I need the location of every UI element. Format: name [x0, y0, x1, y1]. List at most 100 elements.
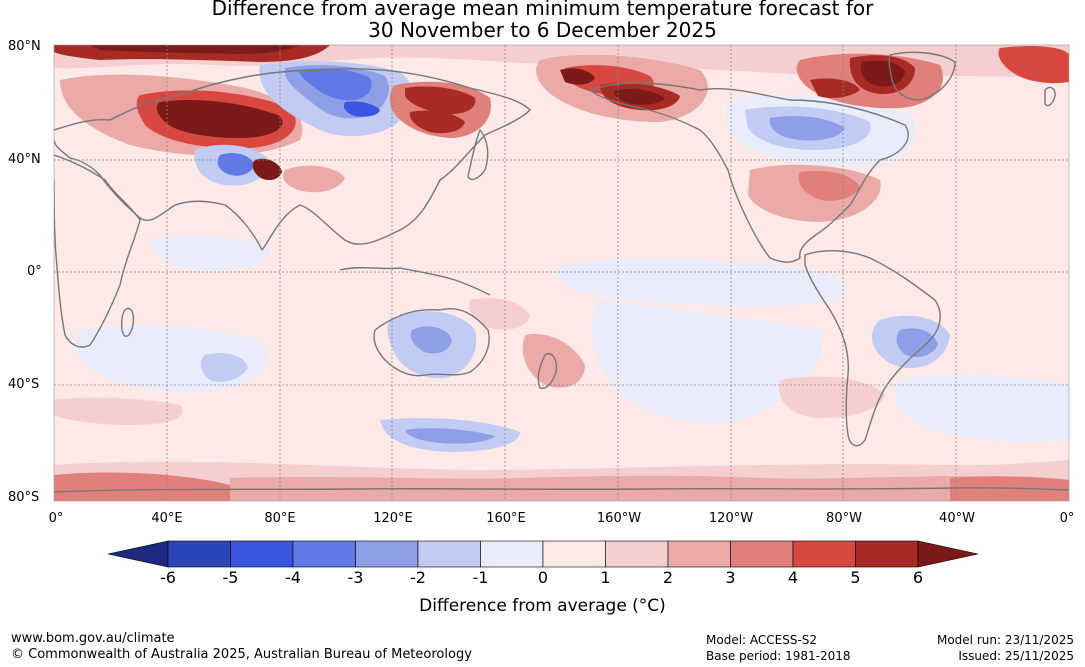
colorbar-label: Difference from average (°C): [419, 596, 666, 616]
anomaly-region: [591, 300, 822, 423]
coastline-japan: [467, 129, 489, 181]
anomaly-region: [54, 472, 230, 501]
anomaly-region: [798, 170, 860, 201]
lon-label: 80°E: [264, 511, 296, 526]
footer-base-period: Base period: 1981-2018: [706, 649, 851, 663]
anomaly-region: [217, 153, 255, 176]
footer-model-info: Model: ACCESS-S2 Base period: 1981-2018: [706, 632, 851, 664]
coastline-africa: [54, 154, 141, 348]
anomaly-region: [200, 353, 248, 382]
colorbar-tick-label: 6: [912, 568, 924, 587]
anomaly-region: [560, 68, 595, 85]
colorbar-swatch: [667, 540, 731, 568]
coastline-south-america: [804, 250, 941, 447]
colorbar-tick-label: -1: [472, 568, 489, 587]
lat-label: 80°S: [8, 490, 40, 505]
colorbar-tick-label: -5: [222, 568, 239, 587]
lon-label: 80°W: [826, 511, 862, 526]
anomaly-region: [405, 428, 495, 444]
anomaly-region: [90, 45, 300, 54]
anomaly-region: [299, 68, 372, 101]
anomaly-region: [252, 158, 282, 181]
colorbar-tick-label: 2: [662, 568, 674, 587]
colorbar-tick-label: 4: [787, 568, 799, 587]
footer-issued: Issued: 25/11/2025: [958, 649, 1074, 663]
colorbar-tick-label: 3: [725, 568, 736, 587]
anomaly-region: [410, 326, 452, 354]
colorbar-tick-label: -4: [285, 568, 301, 587]
anomaly-region: [54, 397, 183, 425]
anomaly-region: [895, 374, 1069, 442]
lon-label: 0°: [1059, 511, 1075, 526]
footer-dates: Model run: 23/11/2025 Issued: 25/11/2025: [937, 632, 1074, 664]
colorbar-tick-label: 5: [850, 568, 861, 587]
colorbar: [107, 540, 979, 568]
anomaly-region: [860, 60, 905, 87]
colorbar-swatch: [855, 540, 919, 568]
anomaly-region: [769, 116, 845, 141]
lon-label: 120°W: [708, 511, 754, 526]
anomaly-region: [896, 328, 938, 358]
anomaly-region: [156, 99, 283, 138]
lat-label: 0°: [27, 264, 42, 279]
lat-label: 80°N: [8, 39, 41, 54]
coastline-australia: [373, 308, 490, 377]
map-field: [54, 45, 1069, 501]
anomaly-region: [779, 376, 885, 419]
colorbar-swatch: [355, 540, 419, 568]
coastline-uk: [1044, 86, 1056, 107]
colorbar-extend-high: [917, 540, 979, 568]
footer-url: www.bom.gov.au/climate: [11, 631, 175, 646]
colorbar-swatch: [542, 540, 606, 568]
coastline-greenland: [888, 51, 956, 101]
footer-model: Model: ACCESS-S2: [706, 633, 818, 647]
coastline-indonesia: [339, 266, 491, 296]
lon-label: 40°W: [939, 511, 975, 526]
colorbar-swatch: [480, 540, 544, 568]
anomaly-region: [405, 86, 476, 115]
anomaly-region: [810, 78, 860, 98]
colorbar-tick-label: -3: [347, 568, 364, 587]
anomaly-region: [343, 101, 380, 117]
lon-label: 160°W: [596, 511, 642, 526]
coastlines: [54, 51, 1069, 493]
anomaly-region: [409, 110, 465, 134]
anomaly-region: [556, 258, 847, 307]
colorbar-tick-label: 0: [537, 568, 549, 587]
coastline-north-america: [589, 82, 909, 263]
colorbar-swatch: [417, 540, 481, 568]
lon-label: 0°: [48, 511, 64, 526]
chart-title-line-1: Difference from average mean minimum tem…: [211, 0, 874, 20]
colorbar-swatch: [605, 540, 669, 568]
colorbar-swatch: [230, 540, 294, 568]
lon-label: 160°E: [486, 511, 526, 526]
lon-label: 120°E: [373, 511, 413, 526]
graticule: [54, 45, 1069, 501]
anomaly-region: [469, 298, 530, 330]
coastline-antarctica: [54, 487, 1069, 493]
anomaly-region: [150, 235, 271, 270]
colorbar-swatch: [730, 540, 794, 568]
coastline-new-zealand: [537, 353, 558, 390]
colorbar-tick-label: -2: [410, 568, 426, 587]
coastline-madagascar: [120, 307, 135, 337]
colorbar-tick-label: -6: [160, 568, 176, 587]
anomaly-region: [283, 165, 345, 193]
footer-left: www.bom.gov.au/climate © Commonwealth of…: [11, 631, 472, 663]
colorbar-swatch: [792, 540, 856, 568]
chart-title-line-2: 30 November to 6 December 2025: [368, 18, 717, 42]
footer-model-run: Model run: 23/11/2025: [936, 633, 1074, 647]
lon-label: 40°E: [151, 511, 183, 526]
colorbar-extend-low: [107, 540, 169, 568]
footer-copyright: © Commonwealth of Australia 2025, Austra…: [11, 647, 472, 662]
map-frame: [53, 44, 1070, 502]
coastline-europe-asia: [54, 68, 531, 251]
colorbar-tick-label: 1: [600, 568, 611, 587]
lat-label: 40°S: [8, 377, 40, 392]
lat-label: 40°N: [8, 152, 41, 167]
anomaly-region: [998, 46, 1069, 84]
colorbar-swatch: [292, 540, 356, 568]
colorbar-swatch: [167, 540, 231, 568]
anomaly-region: [614, 88, 665, 105]
